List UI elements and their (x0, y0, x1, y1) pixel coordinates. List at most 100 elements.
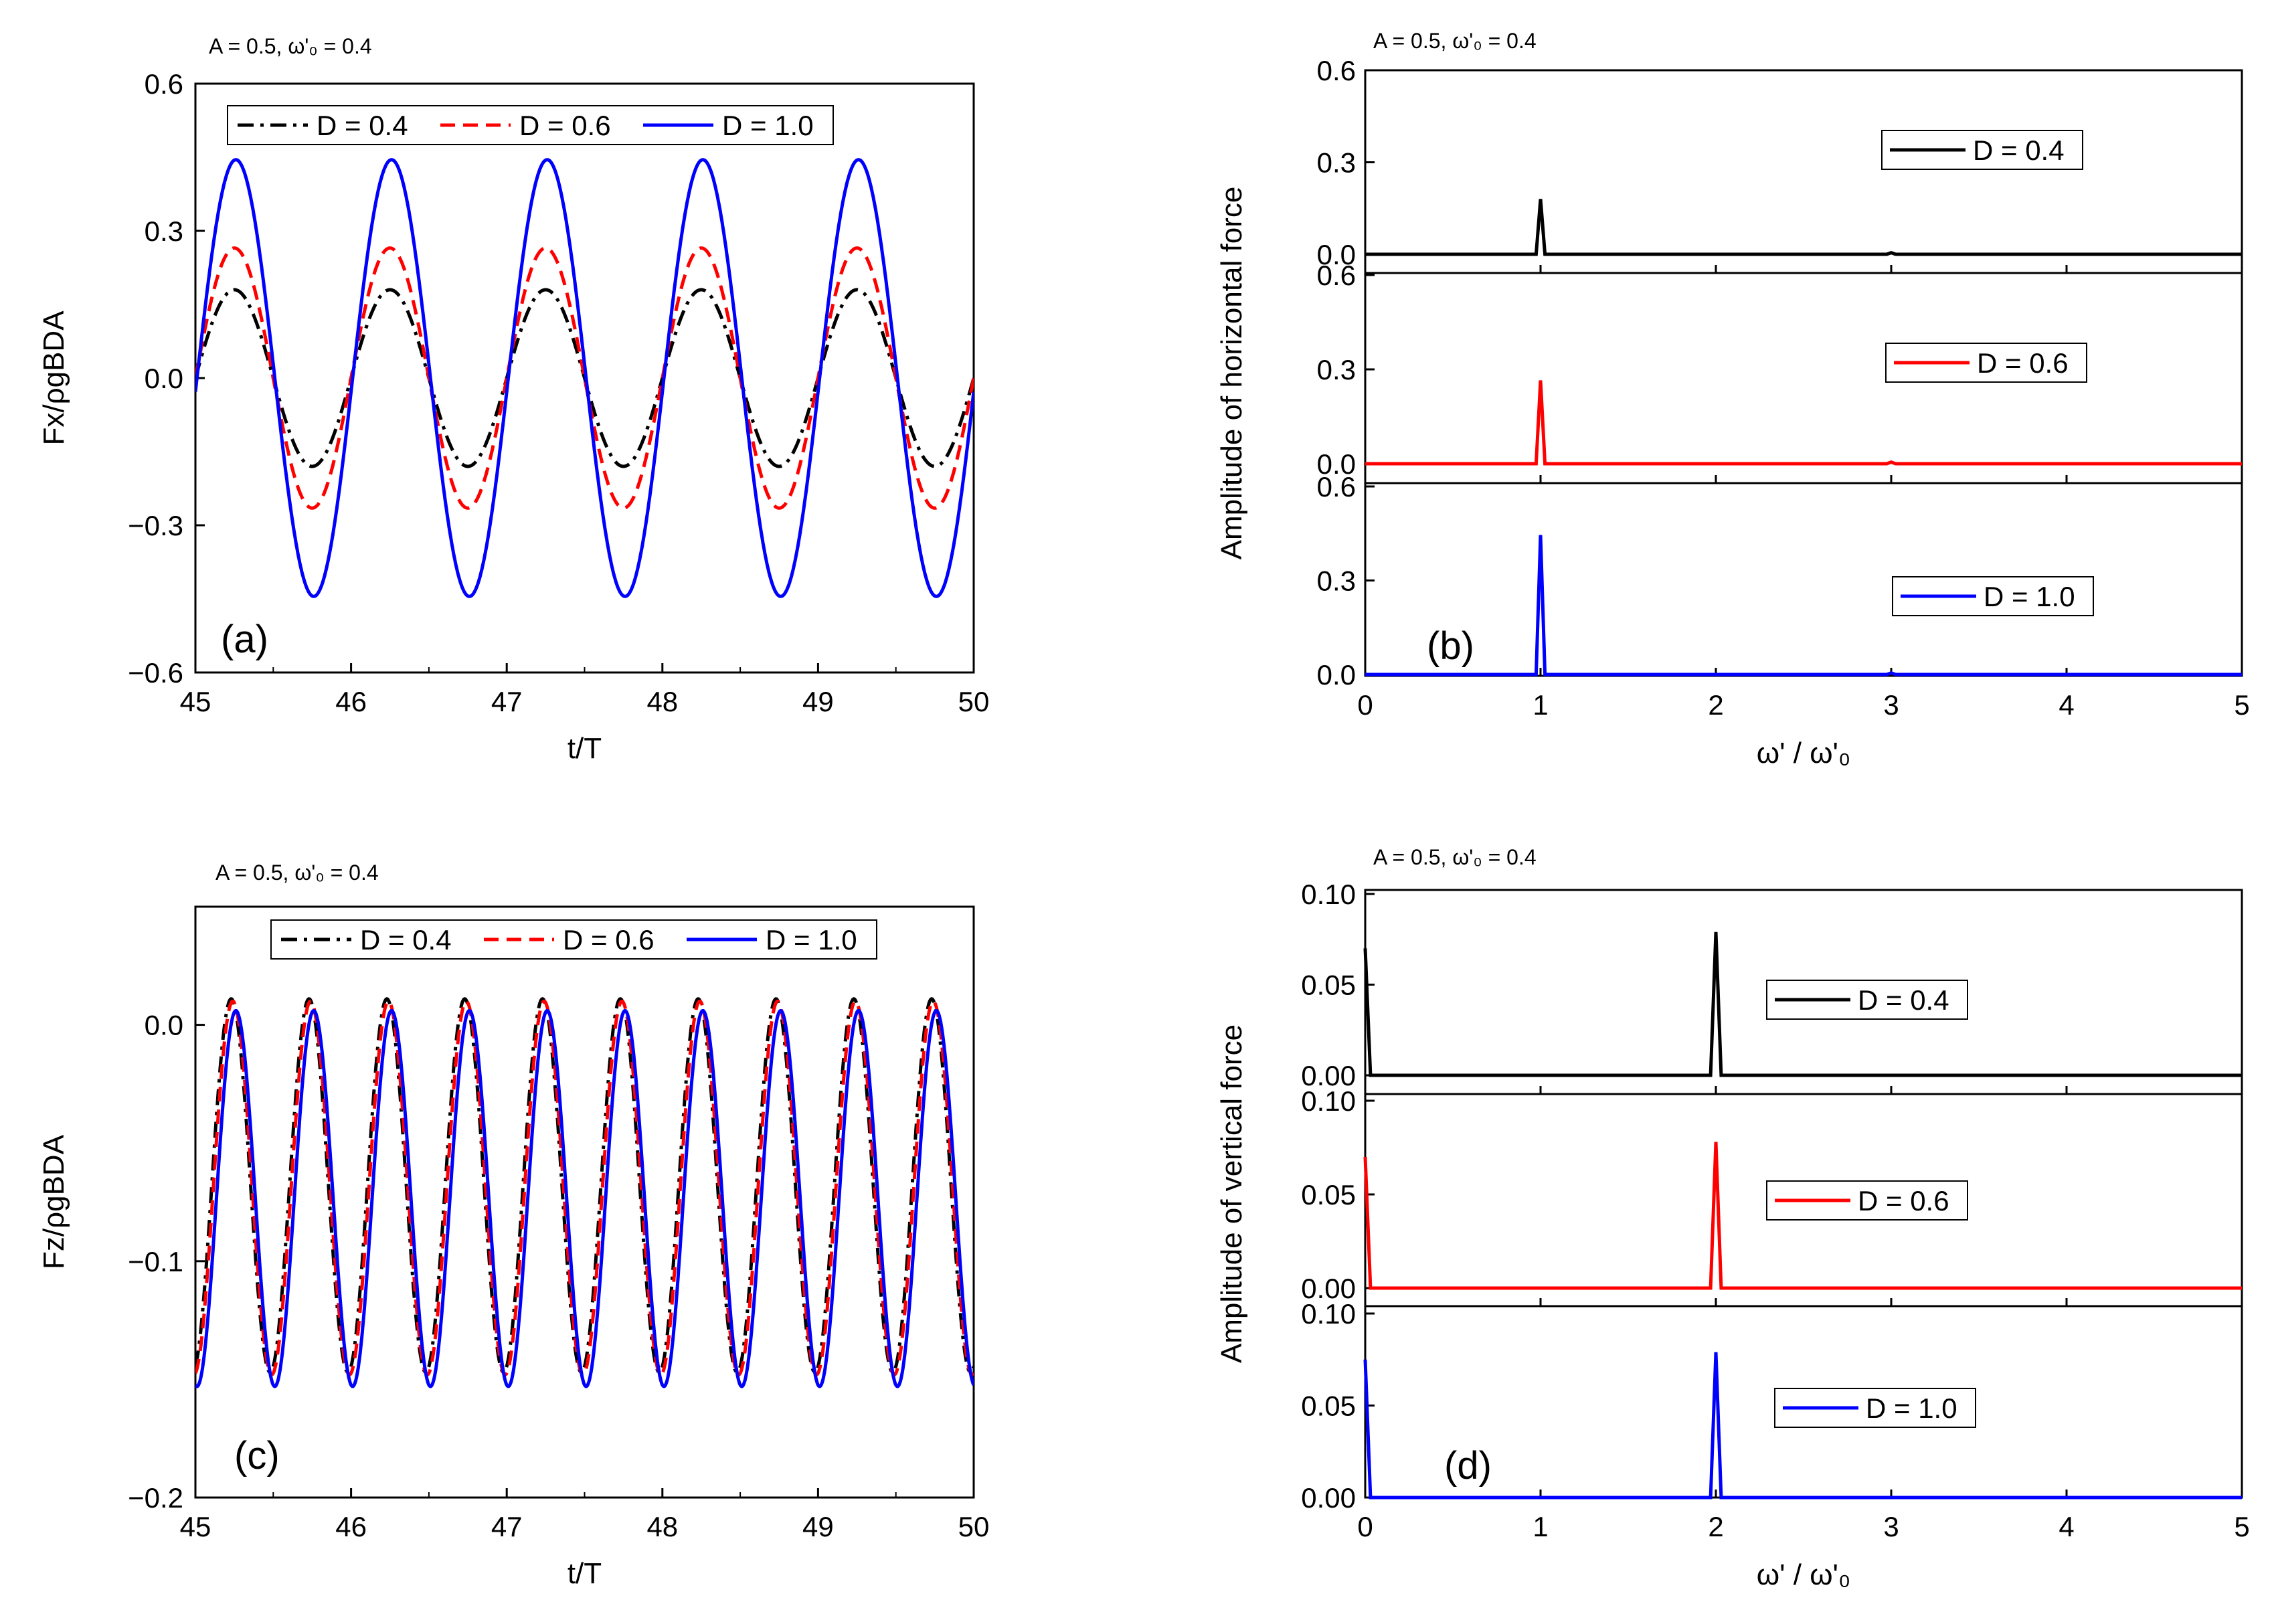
x-tick-label: 48 (646, 686, 678, 717)
y-tick-label: 0.00 (1301, 1482, 1356, 1514)
legend-label: D = 1.0 (1984, 581, 2075, 612)
spectrum-line-06 (1363, 1142, 2242, 1290)
x-tick-label: 1 (1533, 689, 1548, 721)
spectrum-line-06 (1365, 380, 2242, 466)
legend-frame (270, 919, 877, 960)
series-line-06 (195, 246, 974, 510)
series-line-04 (195, 997, 974, 1374)
y-tick-label: 0.10 (1301, 1298, 1356, 1330)
x-tick-label: 0 (1357, 1511, 1373, 1542)
spectrum-line-10 (1365, 535, 2242, 676)
x-axis-label: ω' / ω'₀ (1757, 1558, 1850, 1591)
panel-letter: (c) (234, 1434, 280, 1477)
x-tick-label: 48 (646, 1511, 678, 1542)
y-axis-label: Fz/ρgBDA (37, 1134, 70, 1269)
legend-label: D = 0.4 (1858, 984, 1949, 1016)
x-axis-label: ω' / ω'₀ (1757, 737, 1850, 770)
x-tick-label: 3 (1883, 689, 1899, 721)
x-tick-label: 45 (180, 686, 211, 717)
spectrum-line-10 (1363, 1352, 2242, 1500)
y-tick-label: −0.6 (128, 657, 183, 689)
series-line-06 (195, 999, 974, 1376)
y-tick-label: −0.3 (128, 510, 183, 541)
y-axis-label: Fx/ρgBDA (37, 310, 70, 446)
x-tick-label: 49 (802, 686, 834, 717)
legend: D = 0.4 D = 0.6 D = 1.0 (227, 105, 834, 145)
y-tick-label: 0.6 (145, 68, 183, 100)
plot-frame (194, 905, 975, 1499)
legend-label: D = 1.0 (722, 110, 814, 141)
plot-frame (1364, 69, 2243, 677)
legend: D = 0.4 (1766, 980, 1968, 1020)
x-tick-label: 4 (2059, 689, 2074, 721)
y-tick-label: 0.3 (1317, 565, 1356, 597)
x-tick-label: 5 (2234, 1511, 2249, 1542)
y-tick-label: 0.0 (1317, 239, 1356, 270)
legend-label: D = 0.4 (1973, 134, 2065, 166)
x-tick-label: 50 (958, 1511, 990, 1542)
x-tick-label: 1 (1533, 1511, 1548, 1542)
x-tick-label: 47 (491, 686, 523, 717)
y-tick-label: 0.0 (1317, 448, 1356, 480)
x-tick-label: 4 (2059, 1511, 2074, 1542)
spectrum-line-04 (1365, 199, 2242, 256)
panel-letter: (b) (1427, 624, 1474, 668)
x-tick-label: 0 (1357, 689, 1373, 721)
x-tick-label: 46 (335, 1511, 367, 1542)
x-tick-label: 45 (180, 1511, 211, 1542)
legend-label: D = 0.6 (1858, 1185, 1949, 1216)
condition-label: A = 0.5, ω'₀ = 0.4 (1373, 845, 1537, 869)
x-tick-label: 2 (1708, 689, 1723, 721)
legend: D = 0.4 D = 0.6 D = 1.0 (270, 919, 877, 960)
legend-frame (227, 105, 834, 145)
panel-c: 45 46 47 48 49 50 −0.2 −0.1 0.0 t/T Fz/ρgBDA D = 0.… (37, 861, 989, 1590)
condition-label: A = 0.5, ω'₀ = 0.4 (215, 861, 379, 885)
legend-label: D = 0.6 (563, 924, 654, 956)
x-axis-label: t/T (567, 732, 602, 765)
series-line-10 (195, 158, 974, 598)
y-tick-label: 0.10 (1301, 879, 1356, 910)
legend: D = 0.4 (1881, 130, 2083, 170)
y-tick-label: 0.6 (1317, 55, 1356, 86)
y-tick-label: 0.3 (1317, 147, 1356, 179)
y-tick-label: 0.6 (1317, 260, 1356, 291)
legend-label: D = 0.4 (360, 924, 452, 956)
panel-letter: (a) (221, 618, 268, 661)
y-tick-label: 0.10 (1301, 1085, 1356, 1117)
y-tick-label: −0.1 (128, 1246, 183, 1277)
legend-label: D = 1.0 (766, 924, 857, 956)
y-tick-label: 0.0 (1317, 659, 1356, 691)
y-tick-label: −0.2 (128, 1482, 183, 1514)
condition-label: A = 0.5, ω'₀ = 0.4 (209, 34, 372, 58)
y-tick-label: 0.3 (145, 215, 183, 247)
panel-b: 0.0 0.3 0.6 D = 0.4 0.0 0.3 0.6 D = 0.6 0.0 0.3 0.… (1215, 29, 2250, 770)
panel-letter: (d) (1444, 1444, 1492, 1487)
x-tick-label: 49 (802, 1511, 834, 1542)
y-tick-label: 0.3 (1317, 354, 1356, 385)
legend-label: D = 0.6 (519, 110, 611, 141)
legend: D = 1.0 (1774, 1388, 1976, 1428)
x-tick-label: 50 (958, 686, 990, 717)
y-tick-label: 0.05 (1301, 970, 1356, 1001)
y-tick-label: 0.0 (145, 363, 183, 394)
x-axis-label: t/T (567, 1557, 602, 1590)
legend-label: D = 0.4 (317, 110, 408, 141)
y-tick-label: 0.0 (145, 1010, 183, 1041)
legend-label: D = 0.6 (1977, 347, 2069, 379)
x-tick-label: 3 (1883, 1511, 1899, 1542)
y-tick-label: 0.05 (1301, 1390, 1356, 1422)
legend: D = 0.6 (1885, 343, 2087, 383)
panel-d: 0.00 0.05 0.10 D = 0.4 0.00 0.05 0.10 D = 0.6 0.… (1215, 845, 2250, 1591)
x-tick-label: 5 (2234, 689, 2249, 721)
y-axis-label: Amplitude of vertical force (1215, 1024, 1248, 1363)
x-tick-label: 2 (1708, 1511, 1723, 1542)
legend: D = 1.0 (1892, 576, 2094, 616)
series-line-10 (195, 1009, 974, 1388)
y-axis-label: Amplitude of horizontal force (1215, 187, 1248, 560)
panel-a: 45 46 47 48 49 50 −0.6 −0.3 0.0 0.3 0.6 t/T Fx/ρgBDA… (37, 34, 989, 765)
legend-label: D = 1.0 (1866, 1392, 1957, 1424)
spectrum-line-04 (1363, 931, 2242, 1077)
condition-label: A = 0.5, ω'₀ = 0.4 (1373, 29, 1537, 53)
y-tick-label: 0.00 (1301, 1273, 1356, 1304)
